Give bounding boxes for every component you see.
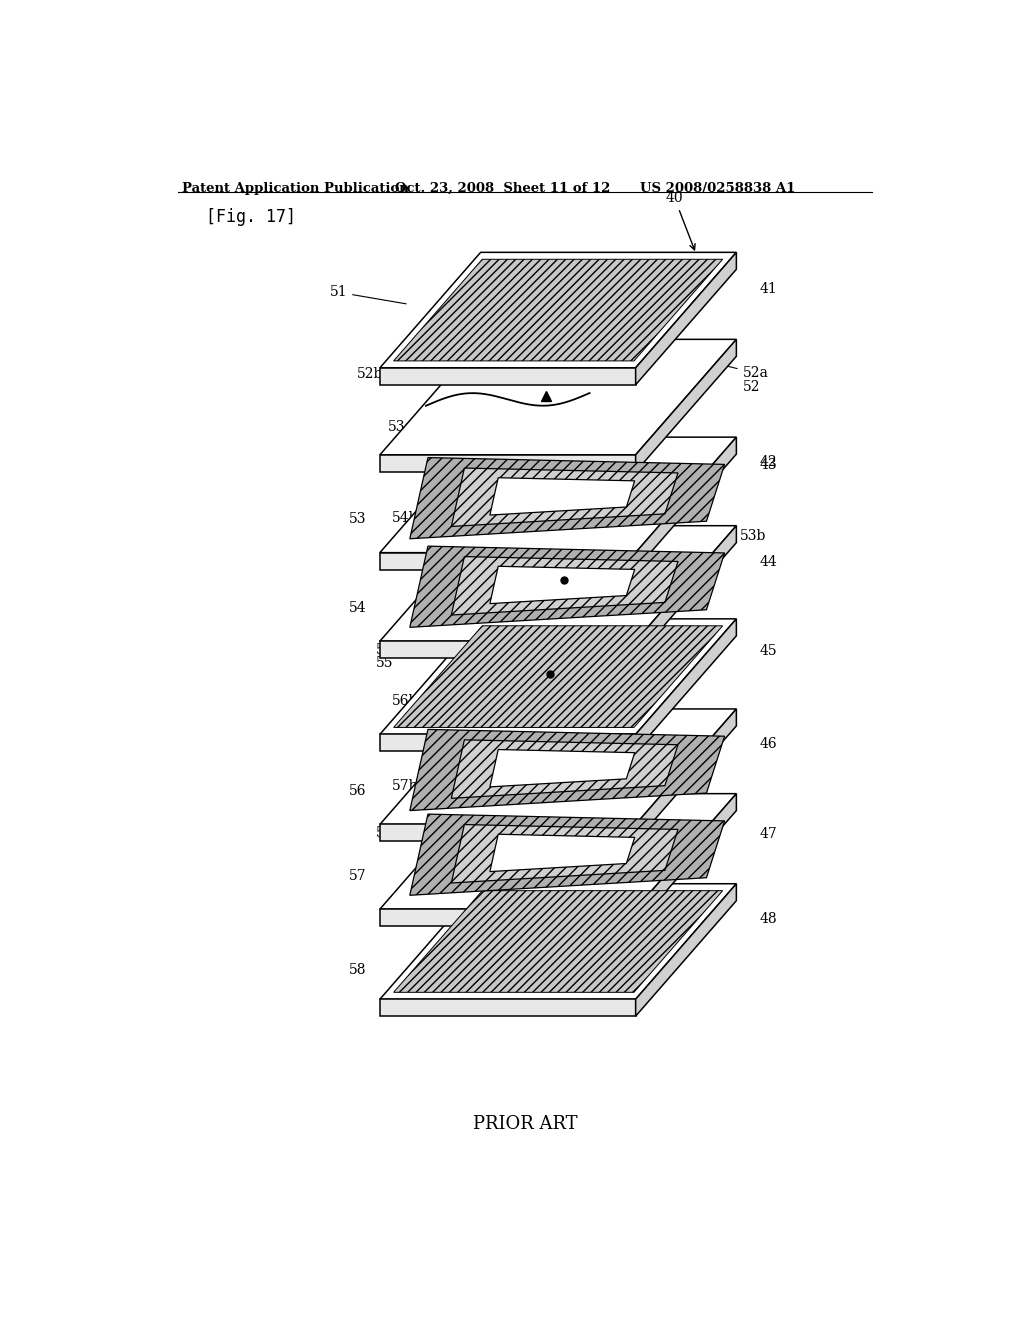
Polygon shape xyxy=(489,478,635,515)
Text: PRIOR ART: PRIOR ART xyxy=(472,1114,578,1133)
Polygon shape xyxy=(380,525,736,642)
Text: 57: 57 xyxy=(349,869,367,883)
Polygon shape xyxy=(489,750,635,787)
Text: 42: 42 xyxy=(760,455,777,470)
Polygon shape xyxy=(380,553,636,570)
Text: 54b: 54b xyxy=(391,511,418,525)
Text: 41: 41 xyxy=(760,281,777,296)
Polygon shape xyxy=(380,825,636,841)
Polygon shape xyxy=(636,339,736,471)
Polygon shape xyxy=(380,339,736,455)
Polygon shape xyxy=(380,709,736,825)
Text: 56b: 56b xyxy=(391,694,418,708)
Text: US 2008/0258838 A1: US 2008/0258838 A1 xyxy=(640,182,795,194)
Polygon shape xyxy=(380,642,636,659)
Polygon shape xyxy=(636,437,736,570)
Polygon shape xyxy=(410,730,725,810)
Polygon shape xyxy=(636,793,736,927)
Polygon shape xyxy=(636,884,736,1016)
Polygon shape xyxy=(410,814,725,895)
Polygon shape xyxy=(636,252,736,385)
Text: 56: 56 xyxy=(349,784,367,799)
Polygon shape xyxy=(380,455,636,471)
Polygon shape xyxy=(380,909,636,927)
Polygon shape xyxy=(380,884,736,999)
Polygon shape xyxy=(380,734,636,751)
Text: 58: 58 xyxy=(349,962,367,977)
Polygon shape xyxy=(452,825,678,883)
Text: 55: 55 xyxy=(376,656,393,671)
Text: 54: 54 xyxy=(349,601,367,615)
Text: Patent Application Publication: Patent Application Publication xyxy=(182,182,409,194)
Polygon shape xyxy=(380,619,736,734)
Text: 54a: 54a xyxy=(376,643,402,656)
Polygon shape xyxy=(380,437,736,553)
Text: 52a: 52a xyxy=(693,358,768,380)
Text: 45: 45 xyxy=(760,644,777,659)
Polygon shape xyxy=(489,566,635,603)
Polygon shape xyxy=(393,626,723,727)
Text: 53: 53 xyxy=(349,512,367,527)
Polygon shape xyxy=(410,546,725,627)
Polygon shape xyxy=(393,891,723,993)
Polygon shape xyxy=(452,557,678,615)
Polygon shape xyxy=(393,259,723,360)
Text: 52: 52 xyxy=(742,380,760,395)
Text: 52b: 52b xyxy=(356,367,473,388)
Text: 46: 46 xyxy=(760,737,777,751)
Polygon shape xyxy=(636,525,736,659)
Polygon shape xyxy=(410,458,725,539)
Polygon shape xyxy=(380,368,636,385)
Text: 51: 51 xyxy=(330,285,407,304)
Polygon shape xyxy=(380,999,636,1016)
Polygon shape xyxy=(452,469,678,527)
Text: 53b: 53b xyxy=(740,529,767,543)
Polygon shape xyxy=(380,252,736,368)
Text: 47: 47 xyxy=(760,828,777,841)
Text: [Fig. 17]: [Fig. 17] xyxy=(206,209,296,227)
Text: 57a: 57a xyxy=(390,911,416,924)
Polygon shape xyxy=(380,793,736,909)
Text: 44: 44 xyxy=(760,556,777,569)
Text: Oct. 23, 2008  Sheet 11 of 12: Oct. 23, 2008 Sheet 11 of 12 xyxy=(395,182,610,194)
Text: 43: 43 xyxy=(760,458,777,471)
Polygon shape xyxy=(636,709,736,841)
Text: 48: 48 xyxy=(760,912,777,927)
Text: 57b: 57b xyxy=(391,779,418,793)
Polygon shape xyxy=(489,834,635,871)
Text: 40: 40 xyxy=(666,191,695,249)
Polygon shape xyxy=(452,739,678,799)
Polygon shape xyxy=(636,619,736,751)
Text: 56a: 56a xyxy=(376,826,401,840)
Text: 53a: 53a xyxy=(388,420,484,486)
